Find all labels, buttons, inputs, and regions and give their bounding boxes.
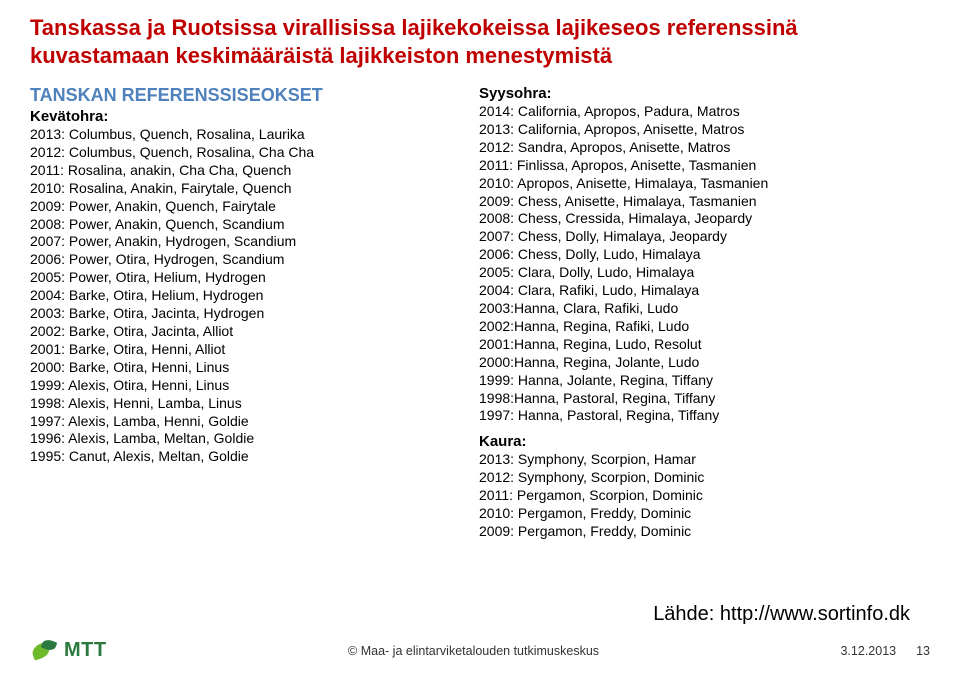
list-item: 2006: Power, Otira, Hydrogen, Scandium: [30, 251, 453, 269]
list-item: 2004: Clara, Rafiki, Ludo, Himalaya: [479, 282, 929, 300]
list-item: 2009: Power, Anakin, Quench, Fairytale: [30, 198, 453, 216]
footer: MTT © Maa- ja elintarviketalouden tutkim…: [0, 639, 960, 662]
list-item: 2008: Chess, Cressida, Himalaya, Jeopard…: [479, 210, 929, 228]
list-item: 2012: Columbus, Quench, Rosalina, Cha Ch…: [30, 144, 453, 162]
list-item: 2008: Power, Anakin, Quench, Scandium: [30, 216, 453, 234]
syysohra-list: 2014: California, Apropos, Padura, Matro…: [479, 103, 929, 425]
list-item: 2005: Clara, Dolly, Ludo, Himalaya: [479, 264, 929, 282]
list-item: 1997: Alexis, Lamba, Henni, Goldie: [30, 413, 453, 431]
right-column: Syysohra: 2014: California, Apropos, Pad…: [479, 85, 929, 541]
mtt-logo: MTT: [30, 639, 107, 662]
list-item: 2001:Hanna, Regina, Ludo, Resolut: [479, 336, 929, 354]
list-item: 1999: Alexis, Otira, Henni, Linus: [30, 377, 453, 395]
logo-text: MTT: [64, 639, 107, 662]
leaf-icon: [30, 640, 60, 662]
list-item: 2012: Symphony, Scorpion, Dominic: [479, 469, 929, 487]
list-item: 2000: Barke, Otira, Henni, Linus: [30, 359, 453, 377]
kevatohra-list: 2013: Columbus, Quench, Rosalina, Laurik…: [30, 126, 453, 466]
footer-date: 3.12.2013: [840, 644, 896, 658]
list-item: 2010: Apropos, Anisette, Himalaya, Tasma…: [479, 175, 929, 193]
list-item: 2011: Finlissa, Apropos, Anisette, Tasma…: [479, 157, 929, 175]
source-link: Lähde: http://www.sortinfo.dk: [653, 603, 910, 626]
list-item: 1999: Hanna, Jolante, Regina, Tiffany: [479, 372, 929, 390]
list-item: 2005: Power, Otira, Helium, Hydrogen: [30, 269, 453, 287]
list-item: 2013: Columbus, Quench, Rosalina, Laurik…: [30, 126, 453, 144]
list-item: 2007: Power, Anakin, Hydrogen, Scandium: [30, 233, 453, 251]
list-item: 2002: Barke, Otira, Jacinta, Alliot: [30, 323, 453, 341]
list-item: 2001: Barke, Otira, Henni, Alliot: [30, 341, 453, 359]
list-item: 2007: Chess, Dolly, Himalaya, Jeopardy: [479, 228, 929, 246]
list-item: 2000:Hanna, Regina, Jolante, Ludo: [479, 354, 929, 372]
list-item: 2009: Pergamon, Freddy, Dominic: [479, 523, 929, 541]
list-item: 2011: Pergamon, Scorpion, Dominic: [479, 487, 929, 505]
page-title: Tanskassa ja Ruotsissa virallisissa laji…: [0, 0, 960, 79]
list-item: 2013: Symphony, Scorpion, Hamar: [479, 451, 929, 469]
kevatohra-heading: Kevätohra:: [30, 108, 453, 125]
syysohra-heading: Syysohra:: [479, 85, 929, 102]
list-item: 1995: Canut, Alexis, Meltan, Goldie: [30, 448, 453, 466]
kaura-block: Kaura: 2013: Symphony, Scorpion, Hamar 2…: [479, 433, 929, 541]
list-item: 2010: Rosalina, Anakin, Fairytale, Quenc…: [30, 180, 453, 198]
list-item: 1996: Alexis, Lamba, Meltan, Goldie: [30, 430, 453, 448]
list-item: 2003: Barke, Otira, Jacinta, Hydrogen: [30, 305, 453, 323]
list-item: 2003:Hanna, Clara, Rafiki, Ludo: [479, 300, 929, 318]
list-item: 1998: Alexis, Henni, Lamba, Linus: [30, 395, 453, 413]
list-item: 2014: California, Apropos, Padura, Matro…: [479, 103, 929, 121]
list-item: 2012: Sandra, Apropos, Anisette, Matros: [479, 139, 929, 157]
content-columns: TANSKAN REFERENSSISEOKSET Kevätohra: 201…: [0, 79, 960, 541]
list-item: 2011: Rosalina, anakin, Cha Cha, Quench: [30, 162, 453, 180]
list-item: 2010: Pergamon, Freddy, Dominic: [479, 505, 929, 523]
footer-page: 13: [916, 644, 930, 658]
list-item: 2002:Hanna, Regina, Rafiki, Ludo: [479, 318, 929, 336]
kaura-list: 2013: Symphony, Scorpion, Hamar 2012: Sy…: [479, 451, 929, 541]
list-item: 2006: Chess, Dolly, Ludo, Himalaya: [479, 246, 929, 264]
list-item: 2013: California, Apropos, Anisette, Mat…: [479, 121, 929, 139]
list-item: 1998:Hanna, Pastoral, Regina, Tiffany: [479, 390, 929, 408]
footer-org: © Maa- ja elintarviketalouden tutkimuske…: [107, 644, 841, 658]
left-column: TANSKAN REFERENSSISEOKSET Kevätohra: 201…: [30, 85, 453, 541]
kaura-heading: Kaura:: [479, 433, 929, 450]
list-item: 1997: Hanna, Pastoral, Regina, Tiffany: [479, 407, 929, 425]
list-item: 2004: Barke, Otira, Helium, Hydrogen: [30, 287, 453, 305]
left-heading: TANSKAN REFERENSSISEOKSET: [30, 85, 453, 106]
list-item: 2009: Chess, Anisette, Himalaya, Tasmani…: [479, 193, 929, 211]
